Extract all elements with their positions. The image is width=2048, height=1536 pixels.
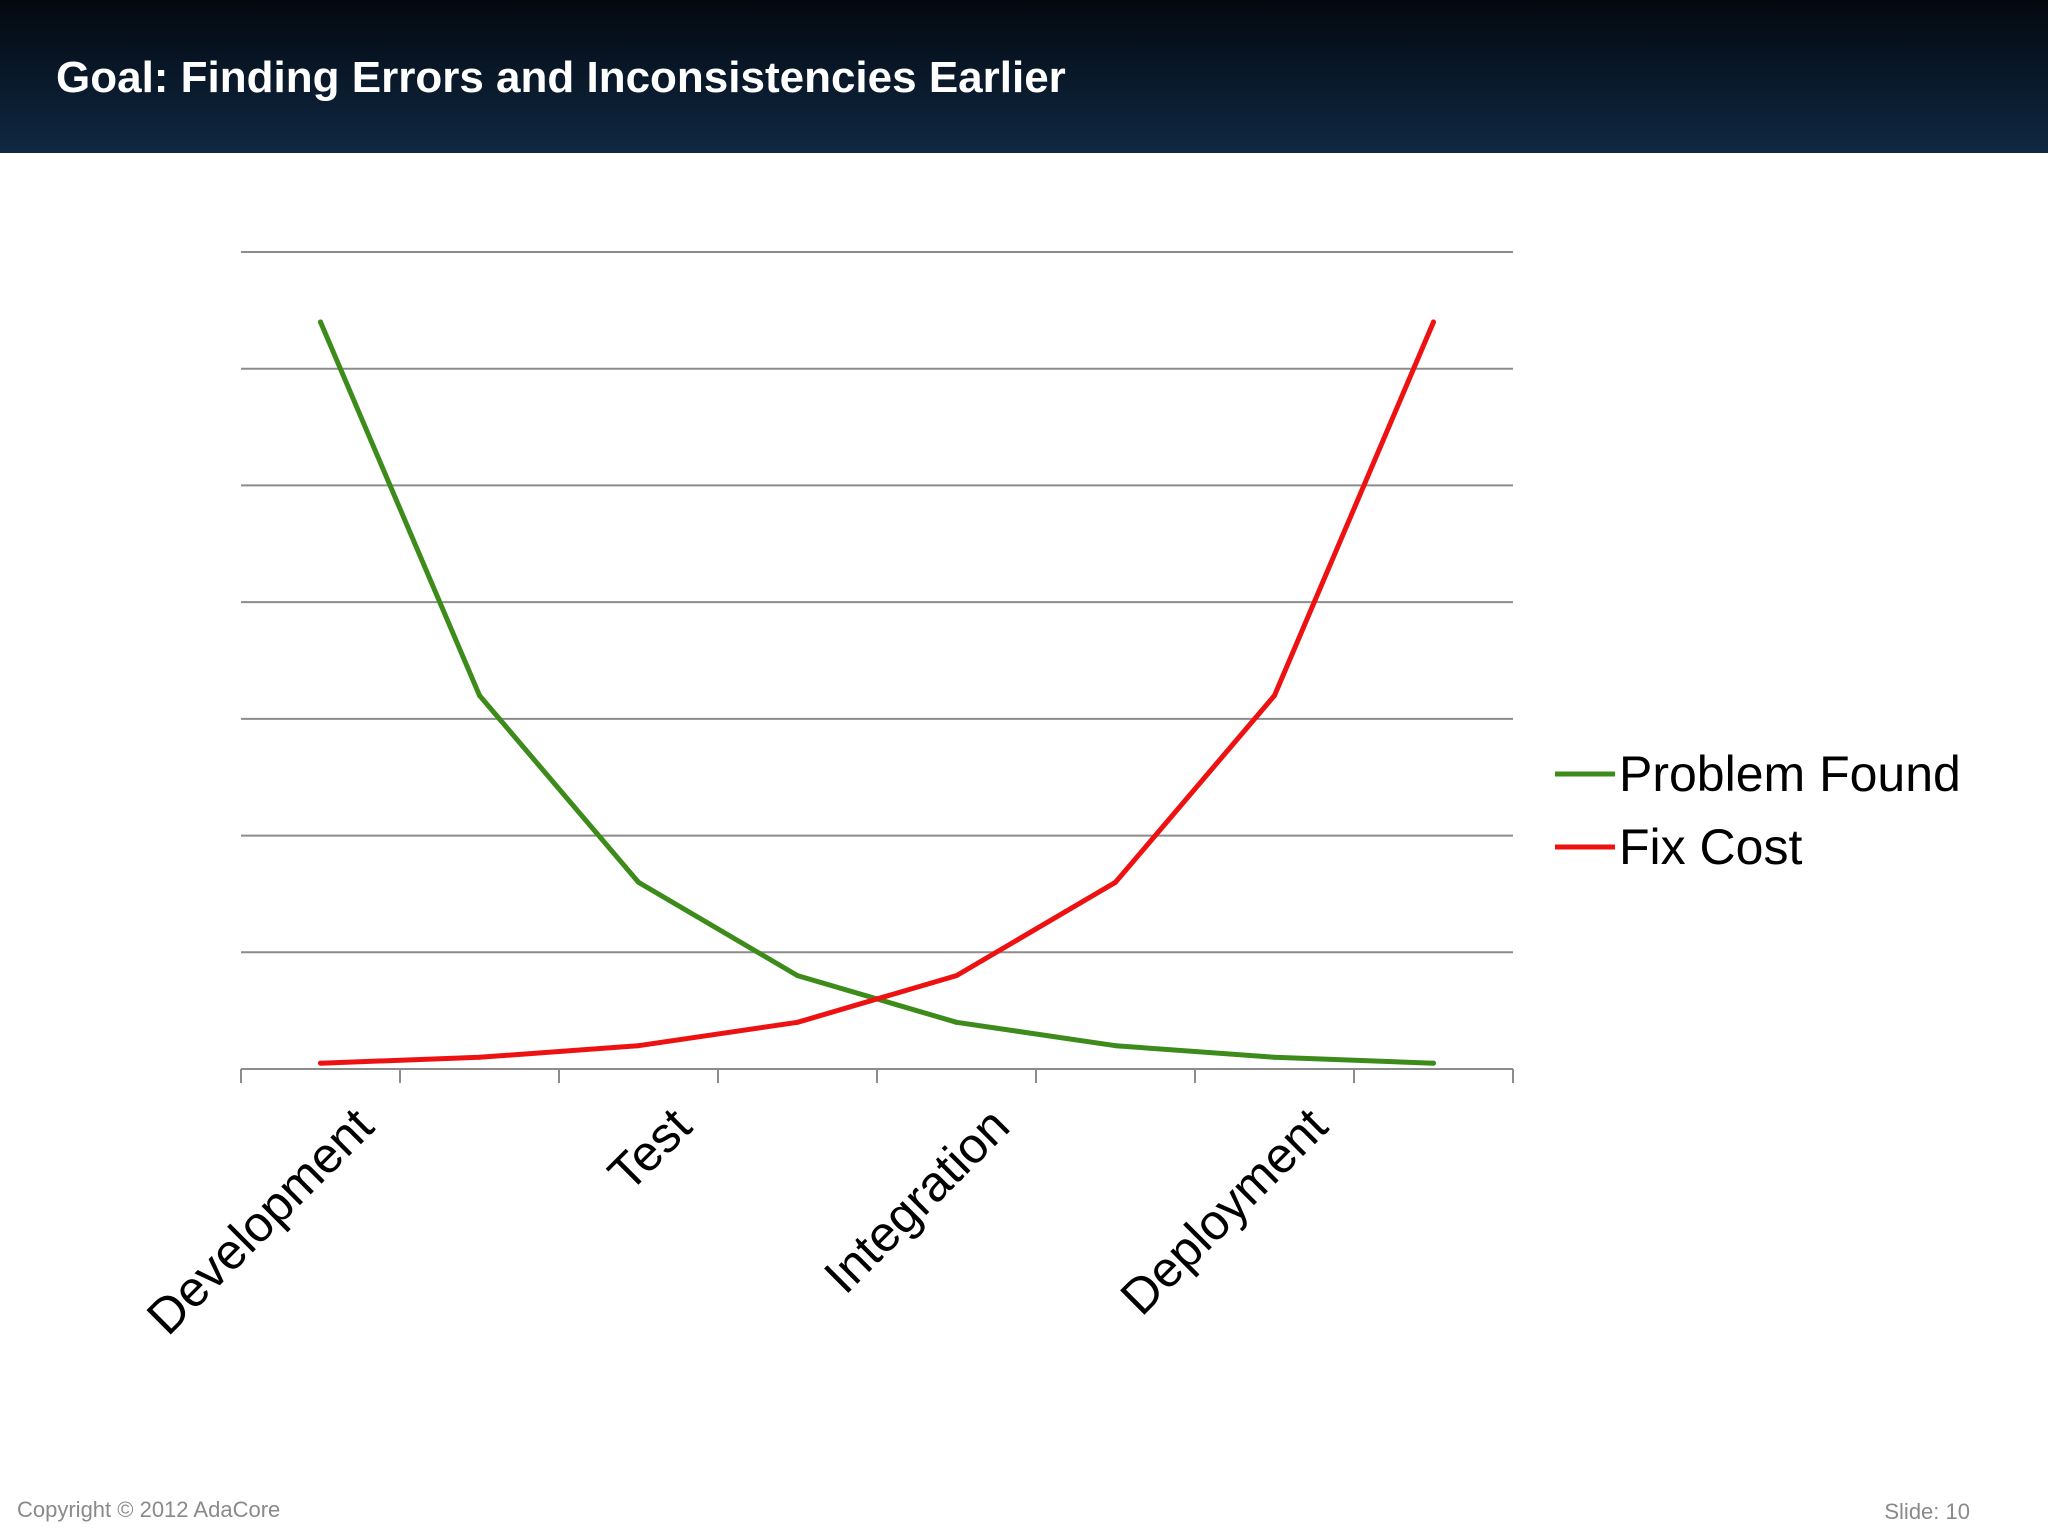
- legend-label: Problem Found: [1619, 746, 1961, 802]
- data-point: [1272, 1054, 1277, 1060]
- data-point: [636, 879, 641, 885]
- x-tick-label: Test: [597, 1097, 702, 1202]
- slide-title: Goal: Finding Errors and Inconsistencies…: [56, 53, 1066, 102]
- slide-header: Goal: Finding Errors and Inconsistencies…: [0, 0, 2048, 153]
- data-point: [318, 1060, 323, 1066]
- x-tick-label: Deployment: [1110, 1097, 1338, 1325]
- legend-label: Fix Cost: [1619, 819, 1802, 875]
- data-point: [1272, 693, 1277, 699]
- data-point: [477, 1054, 482, 1060]
- data-point: [1431, 319, 1436, 325]
- data-point: [477, 693, 482, 699]
- data-point: [1113, 1043, 1118, 1049]
- data-point: [795, 1019, 800, 1025]
- slide-number: Slide: 10: [1884, 1499, 1970, 1524]
- data-point: [954, 1019, 959, 1025]
- data-point: [1113, 879, 1118, 885]
- x-tick-label: Integration: [813, 1097, 1020, 1304]
- data-point: [954, 973, 959, 979]
- data-point: [636, 1043, 641, 1049]
- data-point: [795, 973, 800, 979]
- data-point: [318, 319, 323, 325]
- copyright-text: Copyright © 2012 AdaCore: [17, 1497, 281, 1522]
- series-line: [318, 319, 1436, 1066]
- x-tick-label: Development: [136, 1097, 384, 1345]
- data-point: [1431, 1060, 1436, 1066]
